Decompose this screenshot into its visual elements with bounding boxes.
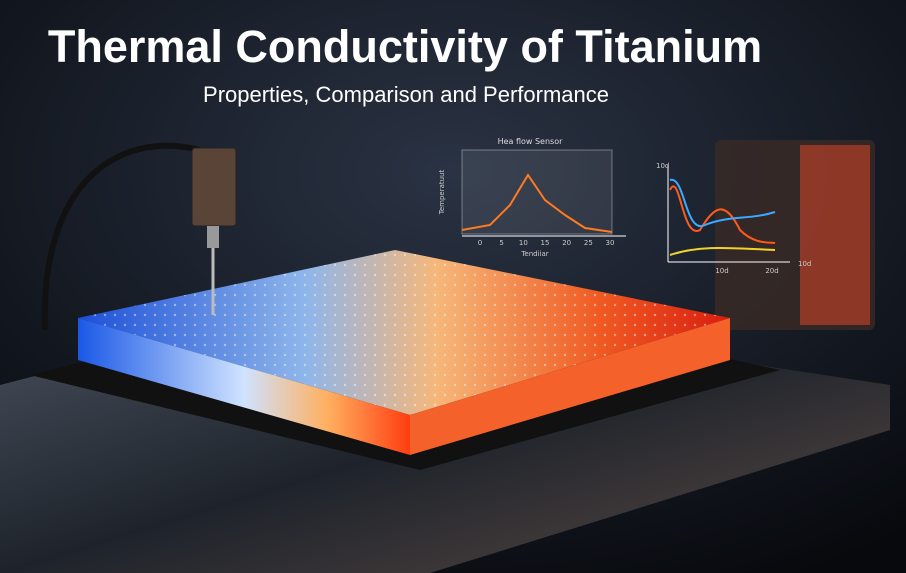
subtitle: Properties, Comparison and Performance [203,82,609,107]
plate-front-left [78,318,410,455]
inset-x-tick: 0 [478,239,482,247]
title: Thermal Conductivity of Titanium [48,21,762,72]
inset-x-tick: 20d [765,267,778,275]
inset-x-tick: 10 [519,239,528,247]
inset-x-label: Tendiiar [520,250,548,258]
inset-title: Hea flow Sensor [498,137,564,146]
inset-curve [461,173,613,233]
inset-y-label: 10d [656,162,669,170]
inset-x-tick: 30 [606,239,615,247]
inset-left: Hea flow Sensor Temperatuut Tendiiar 0 5 1… [438,137,626,258]
inset-x-label: 10d [798,260,811,268]
inset-right: 10d 10d 20d 10d [656,162,811,275]
inset-ticks: 0 5 10 15 20 25 30 [478,239,615,247]
inset-x-tick: 10d [715,267,728,275]
inset-x-tick: 15 [541,239,550,247]
inset-y-label: Temperatuut [438,170,446,216]
plate-front-right [410,318,730,455]
device-glow [800,145,870,325]
curve-yellow [669,246,776,256]
inset-x-tick: 20 [562,239,571,247]
curve-blue [669,178,776,228]
sensor [191,147,237,227]
cable [41,142,201,331]
curve-red [669,185,776,244]
inset-x-tick: 5 [499,239,503,247]
inset-frame [461,149,613,235]
sensor-neck [207,226,219,248]
plate-holes [78,250,730,415]
inset-x-tick: 25 [584,239,593,247]
